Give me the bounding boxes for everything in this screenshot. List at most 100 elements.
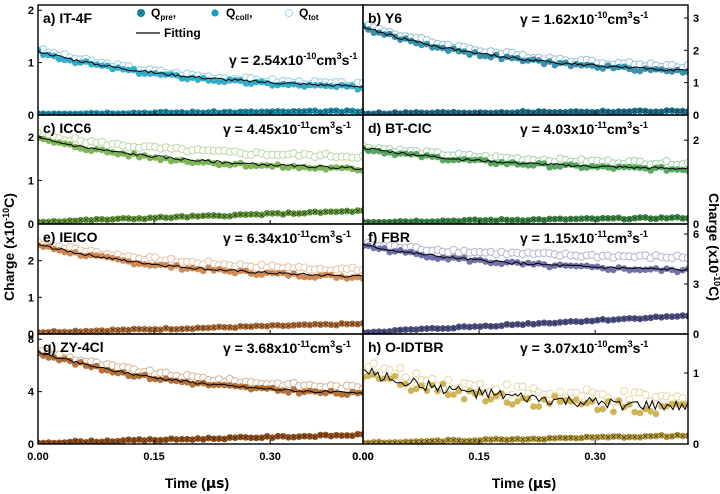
q-pre-point-cross: [38, 440, 41, 444]
q-coll-point: [402, 380, 409, 388]
q-pre-point-cross: [238, 434, 243, 440]
q-coll-point: [365, 372, 372, 380]
q-pre-point-cross: [557, 110, 563, 115]
q-pre-point-cross: [515, 436, 520, 442]
gamma-unit-s: s: [632, 230, 640, 246]
q-pre-point-cross: [552, 216, 558, 222]
q-pre-point-cross: [227, 213, 233, 219]
q-pre-point-cross: [552, 320, 558, 326]
q-pre-point-cross: [611, 434, 616, 439]
q-pre-point-cross: [509, 322, 515, 328]
q-pre-point-cross: [344, 208, 350, 214]
q-pre-point-cross: [424, 326, 430, 331]
q-pre-point-cross: [232, 110, 238, 115]
q-pre-point-cross: [168, 215, 174, 221]
gamma-mantissa: γ = 3.68x10: [223, 340, 298, 356]
q-coll-point: [306, 81, 314, 89]
q-pre-point-cross: [648, 434, 653, 439]
q-pre-point-cross: [414, 218, 419, 224]
q-pre-point-cross: [163, 215, 169, 220]
q-coll-point: [210, 267, 218, 274]
q-pre-point-cross: [307, 434, 312, 439]
q-pre-point-cross: [131, 216, 137, 222]
q-coll-point: [546, 164, 553, 171]
q-pre-point-cross: [307, 108, 312, 114]
plot-area-2: [363, 21, 688, 115]
q-coll-point: [487, 396, 495, 403]
plot-area-8: [363, 359, 688, 444]
q-pre-point-cross: [99, 328, 105, 333]
q-coll-point: [311, 274, 319, 281]
q-pre-point-cross: [137, 326, 142, 332]
q-coll-point: [668, 166, 676, 173]
panel-title: e) IEICO: [43, 229, 98, 245]
q-pre-point-cross: [467, 324, 472, 330]
panel-title: d) BT-CIC: [368, 120, 432, 136]
q-pre-point-cross: [675, 214, 680, 220]
q-pre-point-cross: [589, 109, 595, 115]
q-pre-point-cross: [99, 439, 105, 444]
q-pre-point-cross: [286, 210, 291, 215]
q-coll-point: [444, 391, 452, 399]
panel-4: 0 2 d) BT-CIC γ = 4.03x10-11cm3s-1: [362, 114, 699, 231]
q-coll-point: [199, 74, 207, 82]
q-pre-point-cross: [446, 218, 451, 224]
q-pre-point-cross: [190, 437, 195, 442]
plot-area-5: [38, 238, 363, 334]
q-pre-point-cross: [478, 324, 483, 329]
q-pre-point-cross: [73, 218, 78, 224]
gamma-exponent: -10: [594, 339, 607, 349]
q-pre-point-cross: [232, 325, 238, 330]
q-pre-point-cross: [515, 217, 520, 223]
q-pre-point-cross: [243, 109, 248, 115]
q-coll-point: [269, 163, 276, 170]
q-coll-point: [663, 265, 670, 273]
q-coll-point: [674, 166, 681, 173]
q-tot-point: [620, 387, 629, 396]
q-pre-point-cross: [211, 325, 217, 330]
gamma-mantissa: γ = 3.07x10: [520, 340, 595, 356]
q-pre-point-cross: [355, 109, 360, 115]
q-pre-point-cross: [115, 111, 121, 115]
q-pre-point-cross: [579, 435, 584, 441]
q-pre-point-cross: [632, 434, 637, 440]
q-pre-point-cross: [419, 326, 424, 332]
q-pre-point-cross: [238, 212, 243, 217]
q-pre-point-cross: [78, 218, 83, 223]
q-coll-point: [125, 372, 132, 380]
q-coll-point: [274, 387, 282, 395]
q-pre-point-cross: [142, 438, 147, 443]
q-pre-point-cross: [126, 327, 131, 333]
q-tot-point: [396, 363, 405, 372]
q-coll-point: [269, 269, 276, 277]
q-coll-point: [583, 262, 591, 270]
q-pre-point-cross: [632, 215, 637, 221]
gamma-label: γ = 1.15x10-11cm3s-1: [520, 229, 648, 246]
q-pre-point-cross: [51, 329, 57, 334]
q-pre-point-cross: [94, 328, 99, 333]
q-coll-point: [354, 166, 362, 174]
q-pre-point-cross: [382, 329, 387, 334]
q-coll-point: [285, 164, 292, 171]
q-pre-point-cross: [286, 323, 291, 328]
q-coll-point: [556, 163, 564, 170]
q-pre-point-cross: [280, 434, 286, 439]
q-pre-point-cross: [509, 218, 515, 223]
q-coll-point: [578, 62, 585, 69]
q-coll-point: [247, 162, 255, 170]
q-pre-point-cross: [659, 215, 664, 220]
q-pre-point-cross: [158, 214, 163, 220]
q-pre-point-cross: [680, 433, 685, 439]
q-pre-point-cross: [430, 110, 435, 115]
q-coll-point: [215, 78, 223, 85]
q-pre-point-cross: [483, 323, 488, 329]
q-pre-point: [684, 312, 688, 320]
y-axis-label-right: Charge (x10-10C): [706, 193, 720, 301]
q-pre-point-cross: [78, 111, 83, 115]
q-pre-point-cross: [408, 327, 414, 332]
q-pre-point-cross: [57, 219, 62, 224]
q-pre-point-cross: [174, 110, 179, 115]
q-pre-point-cross: [323, 109, 328, 114]
q-pre-point-cross: [211, 213, 217, 218]
